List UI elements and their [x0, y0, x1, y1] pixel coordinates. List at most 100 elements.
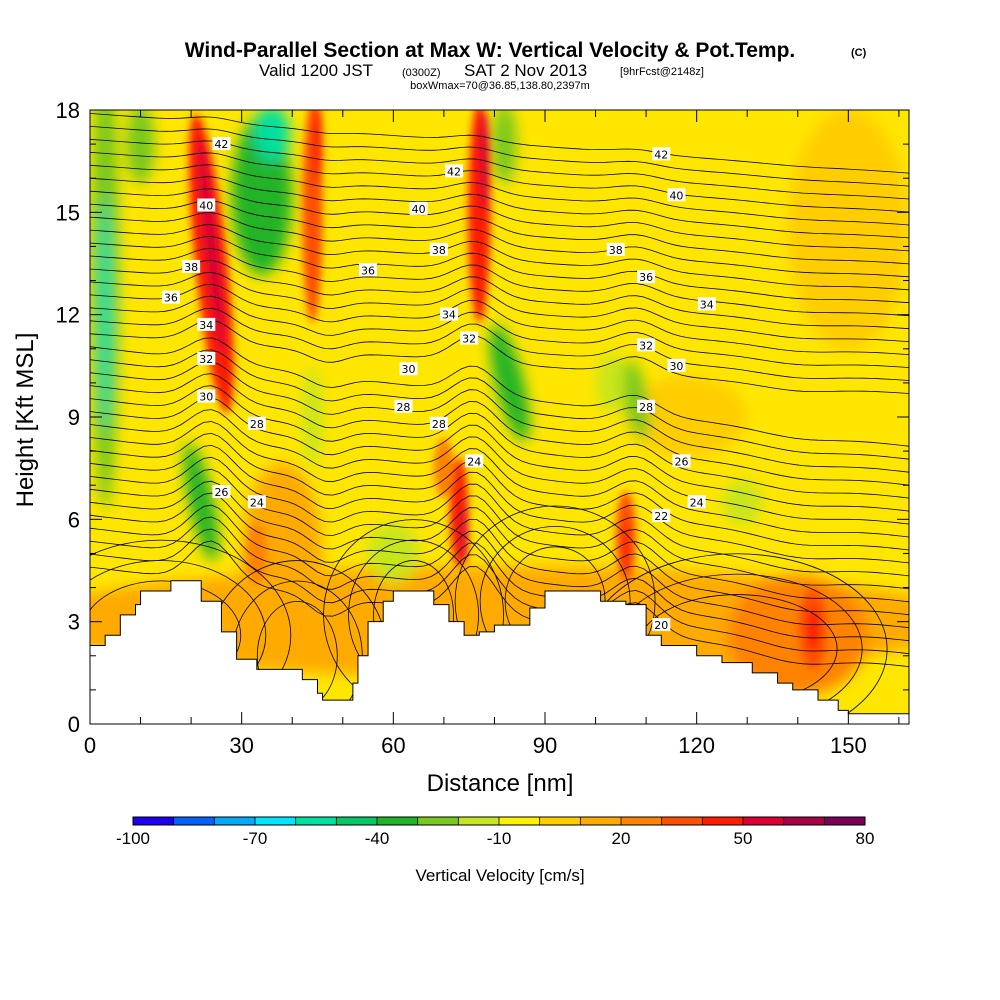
- velocity-region: [492, 110, 517, 185]
- colorbar: -100 -70 -40 -10 20 50 80: [116, 816, 874, 848]
- theta-label-text: 38: [609, 244, 623, 257]
- theta-contour-label: 34: [197, 317, 216, 332]
- theta-label-box: [399, 362, 418, 376]
- colorbar-tick-label: 20: [612, 829, 631, 848]
- theta-contour-line: [90, 373, 909, 486]
- theta-contour-line: [90, 468, 909, 590]
- theta-contour-label: 36: [359, 263, 378, 277]
- theta-contour-label: 30: [399, 362, 418, 376]
- theta-contour-line: [90, 176, 909, 239]
- theta-label-box: [672, 454, 691, 468]
- theta-label-text: 22: [654, 510, 668, 523]
- theta-contour-label: 36: [161, 290, 180, 305]
- theta-contour-line: [90, 385, 909, 499]
- theta-label-text: 42: [214, 138, 228, 151]
- colorbar-swatch: [661, 817, 703, 825]
- colorbar-swatch: [702, 817, 744, 825]
- theta-label-text: 32: [639, 339, 653, 352]
- theta-contour-line: [90, 188, 909, 252]
- colorbar-swatch: [621, 817, 663, 825]
- theta-label-box: [637, 399, 656, 413]
- y-tick-label: 0: [68, 712, 80, 737]
- theta-label-text: 30: [199, 391, 213, 404]
- theta-label-box: [667, 358, 686, 372]
- theta-contour-label: 30: [667, 358, 686, 373]
- velocity-core-updraft: [197, 137, 225, 356]
- theta-contour-label: 28: [637, 399, 656, 414]
- theta-label-text: 28: [432, 418, 446, 431]
- theta-contour-label: 32: [460, 331, 479, 346]
- theta-label-box: [637, 338, 656, 352]
- colorbar-tick-label: -70: [243, 829, 268, 848]
- theta-label-text: 38: [432, 244, 446, 257]
- subtitle-date: SAT 2 Nov 2013: [464, 61, 587, 80]
- theta-label-box: [465, 454, 484, 468]
- theta-contour-label: 30: [197, 389, 216, 404]
- colorbar-tick-label: -40: [365, 829, 390, 848]
- velocity-region: [433, 438, 454, 499]
- theta-contour-line: [90, 361, 909, 473]
- theta-contour-label: 28: [429, 416, 448, 431]
- theta-label-text: 24: [250, 496, 264, 509]
- theta-label-text: 28: [639, 401, 653, 414]
- theta-contour-line: [90, 212, 909, 278]
- colorbar-label: Vertical Velocity [cm/s]: [415, 866, 584, 885]
- theta-contour-line: [90, 516, 909, 642]
- theta-contour-line: [90, 271, 909, 342]
- theta-label-text: 24: [690, 496, 704, 509]
- theta-contour-line: [90, 259, 909, 330]
- theta-contour-line: [90, 319, 909, 394]
- subtitle-valid: Valid 1200 JST: [259, 61, 373, 80]
- theta-contour-label: 24: [687, 495, 706, 509]
- theta-label-text: 34: [700, 298, 714, 311]
- velocity-cores: [188, 110, 827, 669]
- theta-label-box: [460, 331, 479, 345]
- velocity-region: [626, 377, 747, 457]
- theta-contour-line: [90, 224, 909, 291]
- theta-label-box: [429, 242, 448, 256]
- colorbar-swatch: [743, 817, 785, 825]
- theta-label-text: 26: [214, 486, 228, 499]
- theta-label-box: [637, 270, 656, 284]
- theta-label-box: [247, 495, 266, 509]
- theta-contour-label: 42: [445, 164, 463, 178]
- colorbar-swatch: [336, 817, 378, 825]
- theta-contour-line: [90, 307, 909, 381]
- theta-label-text: 30: [669, 360, 683, 373]
- theta-label-box: [667, 188, 686, 202]
- y-tick-label: 15: [56, 200, 80, 225]
- theta-contour-line: [90, 528, 909, 655]
- chart-title: Wind-Parallel Section at Max W: Vertical…: [185, 39, 796, 62]
- theta-contour-line: [90, 337, 909, 447]
- colorbar-swatch: [214, 817, 256, 825]
- x-axis: 0 30 60 90 120 150: [84, 110, 900, 758]
- theta-contour-line: [90, 248, 909, 317]
- theta-label-box: [697, 297, 716, 311]
- theta-label-text: 20: [654, 619, 668, 632]
- theta-label-text: 36: [361, 264, 375, 277]
- x-tick-label: 30: [229, 733, 253, 758]
- colorbar-swatch: [499, 817, 541, 825]
- velocity-region: [596, 352, 625, 413]
- theta-label-box: [182, 259, 201, 273]
- title-group: Wind-Parallel Section at Max W: Vertical…: [185, 39, 867, 92]
- theta-label-box: [652, 508, 671, 522]
- theta-contour-label: 28: [394, 399, 413, 414]
- terrain: [90, 580, 909, 724]
- colorbar-swatch: [539, 817, 581, 825]
- theta-contour-line: [90, 295, 909, 368]
- theta-label-text: 30: [402, 363, 416, 376]
- subtitle-box-wmax: boxWmax=70@36.85,138.80,2397m: [410, 80, 590, 92]
- theta-label-box: [197, 352, 216, 366]
- colorbar-tick-label: 50: [734, 829, 753, 848]
- velocity-region-downdraft: [184, 443, 219, 562]
- y-tick-label: 3: [68, 610, 80, 635]
- theta-label-box: [409, 201, 428, 215]
- velocity-region: [126, 110, 155, 185]
- velocity-region: [367, 523, 420, 584]
- theta-label-box: [606, 242, 625, 256]
- colorbar-swatch: [824, 817, 866, 825]
- theta-label-text: 26: [675, 455, 689, 468]
